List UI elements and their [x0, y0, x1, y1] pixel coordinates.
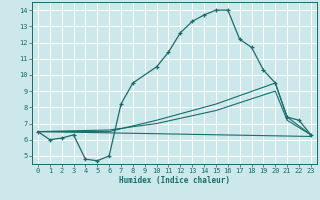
X-axis label: Humidex (Indice chaleur): Humidex (Indice chaleur)	[119, 176, 230, 185]
